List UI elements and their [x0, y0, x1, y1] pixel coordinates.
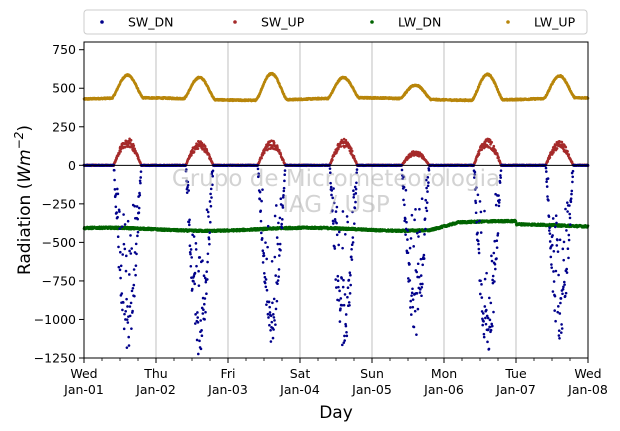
sw-up-point — [339, 145, 343, 148]
sw-up-point — [260, 156, 263, 160]
sw-up-point — [278, 148, 281, 152]
sw-up-point — [192, 150, 196, 154]
sw-up-point — [276, 145, 279, 149]
sw-up-point — [272, 141, 276, 144]
plot-area — [84, 42, 588, 358]
sw-up-point — [350, 147, 353, 150]
sw-up-point — [352, 154, 356, 158]
sw-up-point — [331, 158, 334, 162]
data-layer — [82, 71, 590, 356]
sw-up-point — [132, 144, 136, 148]
sw-up-point — [196, 147, 200, 150]
sw-up-point — [263, 151, 266, 155]
sw-up-point — [350, 149, 354, 153]
series-lw-up — [82, 71, 590, 103]
sw-up-point — [203, 145, 207, 148]
sw-up-point — [119, 150, 122, 153]
sw-up-point — [129, 138, 133, 142]
